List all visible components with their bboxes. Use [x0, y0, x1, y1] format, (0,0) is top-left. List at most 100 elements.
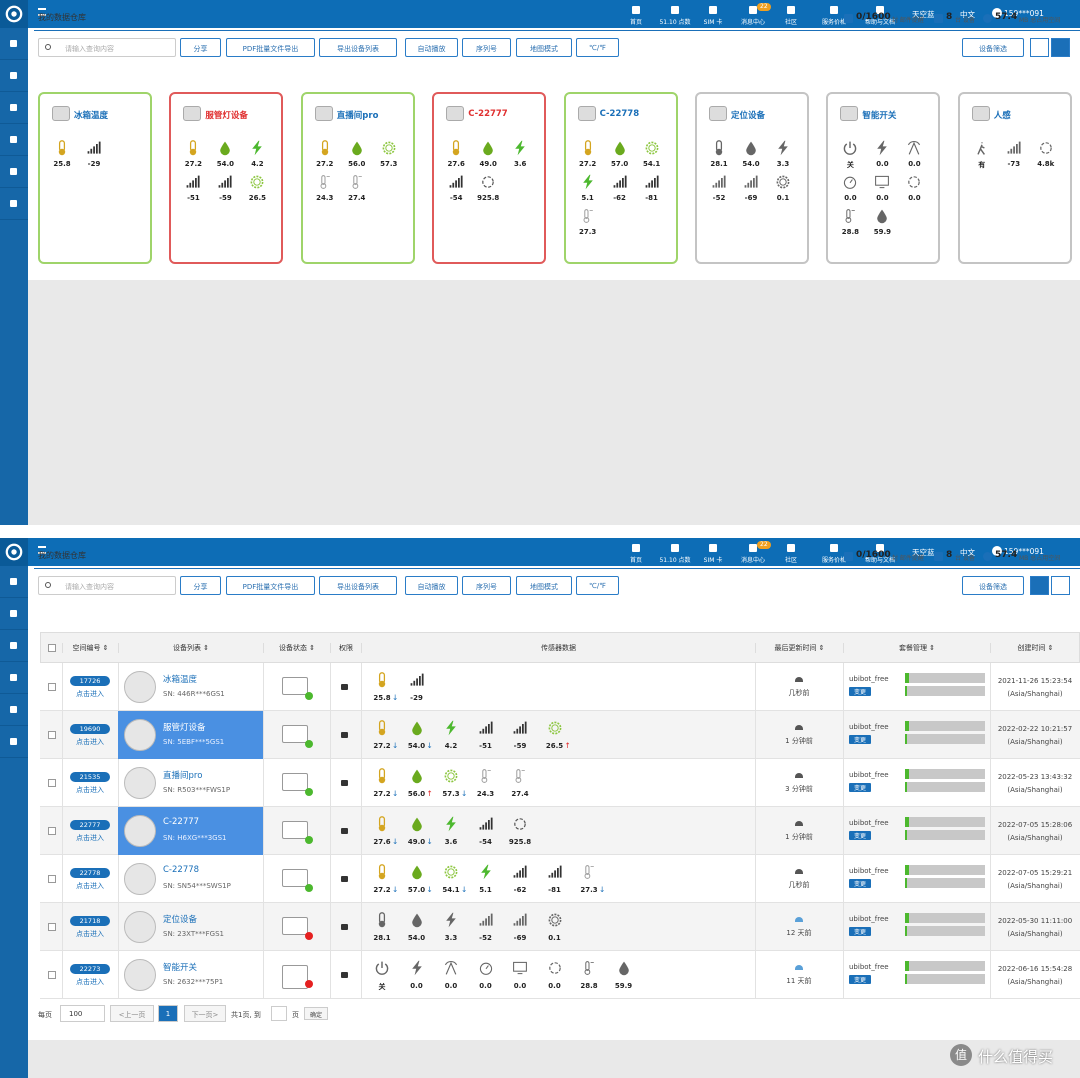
- device-name[interactable]: 定位设备: [163, 915, 198, 925]
- space-id[interactable]: 21718: [70, 916, 110, 926]
- device-card[interactable]: 定位设备 28.1 54.0 3.3 -52 -69 0.1: [695, 92, 809, 264]
- nav-item[interactable]: SIM 卡: [691, 0, 735, 28]
- device-card[interactable]: 冰箱温度 25.8 -29: [38, 92, 152, 264]
- device-name[interactable]: C-22778: [163, 865, 200, 875]
- device-card[interactable]: 人感有 -73 4.8k: [957, 92, 1072, 264]
- sidebar-item[interactable]: [0, 598, 28, 630]
- filter-button[interactable]: 设备筛选: [962, 576, 1024, 595]
- column-header[interactable]: 设备列表 ⇕: [118, 643, 263, 653]
- header-checkbox[interactable]: [48, 644, 56, 652]
- row-checkbox[interactable]: [48, 875, 56, 883]
- nav-menu[interactable]: 中文: [960, 548, 975, 557]
- row-checkbox[interactable]: [48, 827, 56, 835]
- change-button[interactable]: 变更: [849, 783, 871, 792]
- nav-menu[interactable]: 天空蓝: [912, 548, 935, 557]
- enter-link[interactable]: 点击进入: [76, 882, 104, 890]
- column-header[interactable]: 创建时间 ⇕: [990, 643, 1080, 653]
- enter-link[interactable]: 点击进入: [76, 786, 104, 794]
- space-id[interactable]: 17726: [70, 676, 110, 686]
- nav-item[interactable]: 51.10 点数: [653, 538, 697, 566]
- toolbar-button[interactable]: 自动播放: [405, 576, 458, 595]
- row-checkbox[interactable]: [48, 923, 56, 931]
- device-name[interactable]: 冰箱温度: [163, 675, 198, 685]
- sidebar-item[interactable]: [0, 566, 28, 598]
- nav-item[interactable]: 社区: [769, 0, 813, 28]
- toolbar-button[interactable]: 序列号: [462, 576, 511, 595]
- nav-item[interactable]: 社区: [769, 538, 813, 566]
- view-grid[interactable]: [1051, 576, 1070, 595]
- sidebar-item[interactable]: [0, 188, 28, 220]
- toolbar-button[interactable]: 地图模式: [516, 576, 572, 595]
- row-checkbox[interactable]: [48, 683, 56, 691]
- toolbar-button[interactable]: 序列号: [462, 38, 511, 57]
- toolbar-button[interactable]: PDF批量文件导出: [226, 576, 315, 595]
- sidebar-item[interactable]: [0, 92, 28, 124]
- nav-item[interactable]: 51.10 点数: [653, 0, 697, 28]
- sidebar-item[interactable]: [0, 156, 28, 188]
- toolbar-button[interactable]: ℃/℉: [576, 576, 619, 595]
- sidebar-item[interactable]: [0, 60, 28, 92]
- sidebar-item[interactable]: [0, 124, 28, 156]
- page-size[interactable]: 100: [60, 1005, 105, 1022]
- menu-toggle[interactable]: [38, 8, 46, 16]
- change-button[interactable]: 变更: [849, 927, 871, 936]
- change-button[interactable]: 变更: [849, 687, 871, 696]
- pager-button[interactable]: 1: [158, 1005, 178, 1022]
- nav-item[interactable]: 服务价格: [812, 0, 856, 28]
- toolbar-button[interactable]: PDF批量文件导出: [226, 38, 315, 57]
- enter-link[interactable]: 点击进入: [76, 978, 104, 986]
- change-button[interactable]: 变更: [849, 975, 871, 984]
- device-name[interactable]: 智能开关: [163, 963, 198, 973]
- change-button[interactable]: 变更: [849, 879, 871, 888]
- nav-menu[interactable]: 天空蓝: [912, 10, 935, 19]
- row-checkbox[interactable]: [48, 731, 56, 739]
- change-button[interactable]: 变更: [849, 735, 871, 744]
- search-box[interactable]: 请输入查询内容: [38, 576, 176, 595]
- sidebar-item[interactable]: [0, 662, 28, 694]
- nav-item[interactable]: 首页: [614, 0, 658, 28]
- enter-link[interactable]: 点击进入: [76, 834, 104, 842]
- nav-item[interactable]: 帮助与文档: [858, 0, 902, 28]
- device-card[interactable]: C-22778 27.2 57.0 54.1 5.1 -62 -81 27.3: [563, 92, 678, 264]
- space-id[interactable]: 21535: [70, 772, 110, 782]
- device-card[interactable]: 直播间pro 27.2 56.0 57.3 24.3 27.4: [300, 92, 415, 264]
- device-name[interactable]: 服管灯设备: [163, 723, 206, 733]
- pager-button[interactable]: <上一页: [110, 1005, 154, 1022]
- pager-button[interactable]: 下一页>: [184, 1005, 226, 1022]
- device-name[interactable]: C-22777: [163, 817, 200, 827]
- space-id[interactable]: 22273: [70, 964, 110, 974]
- device-name[interactable]: 直播间pro: [163, 771, 203, 781]
- space-id[interactable]: 22777: [70, 820, 110, 830]
- nav-menu[interactable]: 159***091: [1004, 9, 1044, 18]
- device-card[interactable]: C-22777 27.6 49.0 3.6 -54 925.8: [432, 92, 547, 264]
- nav-menu[interactable]: 159***091: [1004, 547, 1044, 556]
- row-checkbox[interactable]: [48, 971, 56, 979]
- column-header[interactable]: 最后更新时间 ⇕: [755, 643, 843, 653]
- page-input[interactable]: [271, 1006, 287, 1021]
- go-button[interactable]: 确定: [304, 1007, 328, 1020]
- nav-item[interactable]: 消息中心: [731, 0, 775, 28]
- nav-item[interactable]: 帮助与文档: [858, 538, 902, 566]
- sidebar-item[interactable]: [0, 726, 28, 758]
- toolbar-button[interactable]: 分享: [180, 576, 221, 595]
- enter-link[interactable]: 点击进入: [76, 930, 104, 938]
- view-grid[interactable]: [1051, 38, 1070, 57]
- column-header[interactable]: 空间编号 ⇕: [62, 643, 118, 653]
- menu-toggle[interactable]: [38, 546, 46, 554]
- sidebar-item[interactable]: [0, 694, 28, 726]
- view-list[interactable]: [1030, 576, 1049, 595]
- space-id[interactable]: 19690: [70, 724, 110, 734]
- change-button[interactable]: 变更: [849, 831, 871, 840]
- nav-menu[interactable]: 中文: [960, 10, 975, 19]
- toolbar-button[interactable]: 分享: [180, 38, 221, 57]
- sidebar-item[interactable]: [0, 630, 28, 662]
- space-id[interactable]: 22778: [70, 868, 110, 878]
- nav-item[interactable]: 服务价格: [812, 538, 856, 566]
- nav-item[interactable]: SIM 卡: [691, 538, 735, 566]
- device-card[interactable]: 服管灯设备 27.2 54.0 4.2 -51 -59 26.5: [169, 92, 284, 264]
- toolbar-button[interactable]: 自动播放: [405, 38, 458, 57]
- row-checkbox[interactable]: [48, 779, 56, 787]
- filter-button[interactable]: 设备筛选: [962, 38, 1024, 57]
- enter-link[interactable]: 点击进入: [76, 738, 104, 746]
- nav-item[interactable]: 消息中心: [731, 538, 775, 566]
